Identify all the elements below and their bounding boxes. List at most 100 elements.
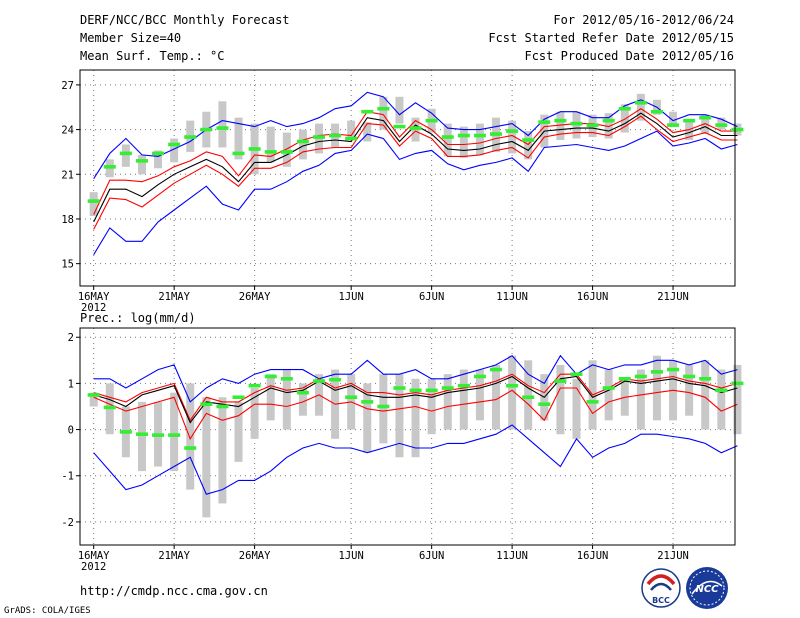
x-tick-label: 1JUN [339,291,364,303]
forecast-period: For 2012/05/16-2012/06/24 [553,13,734,27]
x-tick-label: 21MAY [158,291,190,303]
observed-marker [506,383,519,388]
ncc-logo: NCC [686,567,728,609]
observed-marker [457,133,470,138]
observed-marker [441,386,454,390]
series-line-min [93,130,738,255]
observed-marker [441,135,454,139]
observed-marker [168,142,181,147]
spread-box [395,374,404,458]
spread-box [202,397,211,518]
observed-marker [570,121,583,126]
footer-url[interactable]: http://cmdp.ncc.cma.gov.cn [80,584,268,598]
y-tick-label: 2 [68,332,74,344]
spread-box [427,378,436,435]
x-tick-label: 26MAY [239,550,271,562]
observed-marker [538,402,551,406]
observed-marker [152,151,165,156]
spread-box [218,101,227,148]
observed-marker [152,433,165,437]
observed-marker [554,379,567,383]
spread-box [89,392,98,407]
observed-marker [699,115,712,120]
x-tick-label: 21JUN [657,291,689,303]
observed-marker [506,129,519,133]
observed-marker [522,395,535,400]
observed-marker [361,109,374,114]
spread-box [411,378,420,458]
observed-marker [409,388,422,393]
series-line-lower [93,387,738,441]
x-tick-label: 26MAY [239,291,271,303]
observed-marker [731,127,744,132]
observed-marker [634,374,647,379]
observed-marker [457,383,470,388]
spread-box [154,150,163,169]
observed-marker [280,150,293,154]
spread-box [556,364,565,435]
spread-box [459,369,468,430]
observed-marker [329,377,342,382]
observed-marker [538,120,551,124]
observed-marker [618,106,631,111]
observed-marker [490,367,503,372]
observed-marker [586,123,599,127]
observed-marker [312,379,325,383]
spread-box [137,154,146,175]
bcc-logo: BCC [641,568,681,608]
observed-marker [119,430,132,434]
observed-marker [602,118,615,123]
spread-box [475,123,484,155]
spread-box [379,374,388,444]
plot-frame [79,327,736,546]
spread-box [508,120,517,154]
y-tick-label: 15 [61,259,74,271]
x-tick-label: 6JUN [419,550,444,562]
spread-box [250,388,259,439]
observed-marker [554,118,567,123]
observed-marker [425,388,438,393]
x-tick-label: 16MAY [78,291,110,303]
spread-box [443,374,452,430]
y-tick-label: -1 [61,471,74,483]
y-tick-label: 27 [61,80,74,92]
variable-label: Mean Surf. Temp.: °C [80,49,225,63]
spread-box [572,378,581,439]
spread-box [443,123,452,157]
observed-marker [667,367,680,372]
spread-box [266,126,275,163]
observed-marker [103,405,116,410]
series-line-mean [93,375,738,424]
spread-box [282,132,291,167]
observed-marker [119,151,132,156]
spread-box [701,114,710,135]
x-tick-label: 11JUN [496,291,528,303]
observed-marker [634,100,647,105]
spread-box [170,392,179,472]
started-date: Fcst Started Refer Date 2012/05/15 [488,31,734,45]
observed-marker [87,393,100,397]
spread-box [508,355,517,430]
spread-box [266,374,275,421]
observed-marker [602,386,615,390]
x-tick-label: 16JUN [577,550,609,562]
observed-marker [570,372,583,376]
spread-box [363,383,372,453]
spread-box [701,360,710,430]
x-tick-label: 16JUN [577,291,609,303]
y-tick-label: 18 [61,214,74,226]
observed-marker [296,390,309,395]
observed-marker [683,118,696,123]
observed-marker [731,381,744,386]
series-line-mean [93,112,738,223]
observed-marker [264,150,277,154]
observed-marker [393,386,406,390]
observed-marker [425,118,438,123]
observed-marker [329,133,342,138]
observed-marker [200,402,213,406]
observed-marker [216,404,229,409]
spread-box [524,131,533,160]
x-tick-label: 16MAY [78,550,110,562]
observed-marker [715,123,728,127]
observed-marker [522,138,535,142]
